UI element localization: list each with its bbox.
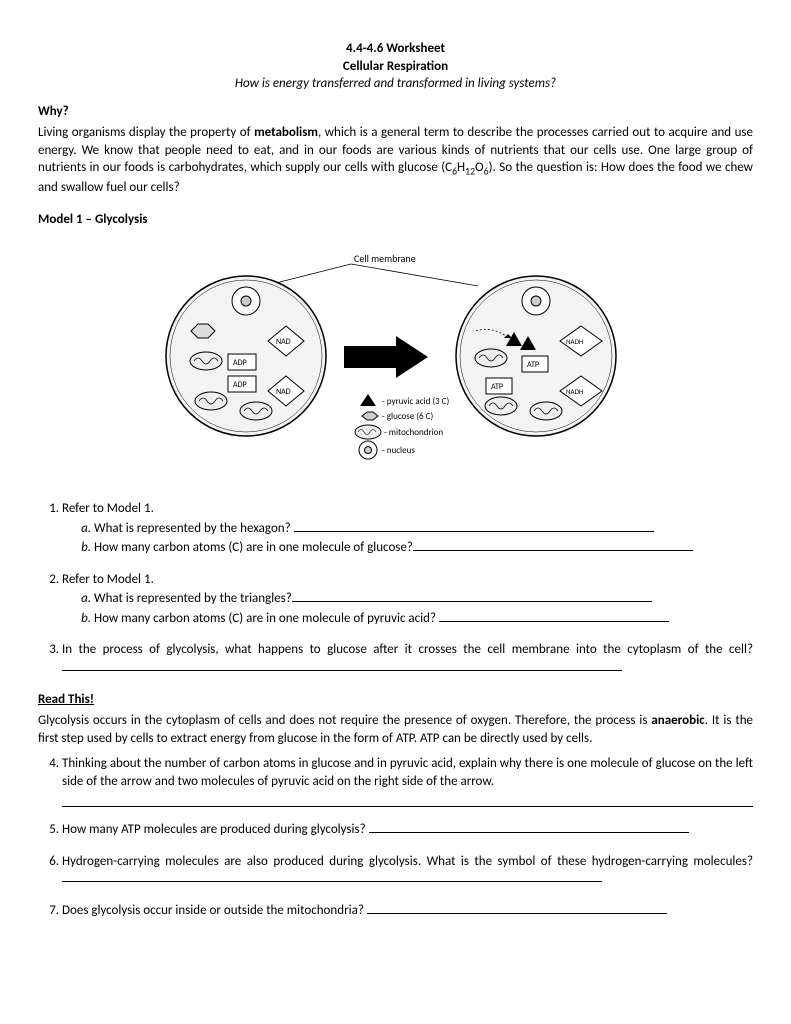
why-label: Why? — [38, 103, 753, 121]
svg-text:ATP: ATP — [527, 360, 539, 370]
q2b-text: How many carbon atoms (C) are in one mol… — [94, 611, 436, 626]
svg-text:- nucleus: - nucleus — [382, 445, 415, 456]
formula-o: O — [475, 160, 484, 175]
why-pre: Living organisms display the property of — [38, 125, 254, 140]
readthis-paragraph: Glycolysis occurs in the cytoplasm of ce… — [38, 712, 753, 747]
question-1: Refer to Model 1. What is represented by… — [62, 500, 753, 557]
svg-text:- mitochondrion: - mitochondrion — [384, 427, 443, 438]
title-line-1: 4.4-4.6 Worksheet — [38, 40, 753, 58]
cell-after: NADH NADH ATP ATP — [456, 276, 616, 436]
q2a-text: What is represented by the triangles? — [94, 591, 292, 606]
svg-text:ADP: ADP — [233, 358, 247, 368]
svg-text:- glucose (6 C): - glucose (6 C) — [382, 411, 433, 422]
formula-h: H — [457, 160, 465, 175]
readthis-label: Read This! — [38, 691, 753, 709]
svg-text:NAD: NAD — [276, 337, 291, 347]
svg-text:NADH: NADH — [566, 387, 583, 396]
question-2: Refer to Model 1. What is represented by… — [62, 571, 753, 628]
readthis-term: anaerobic — [651, 713, 704, 728]
q1a-text: What is represented by the hexagon? — [94, 521, 291, 536]
svg-text:NADH: NADH — [566, 337, 583, 346]
q1b: How many carbon atoms (C) are in one mol… — [94, 539, 753, 557]
question-4: Thinking about the number of carbon atom… — [62, 755, 753, 807]
q1-stem: Refer to Model 1. — [62, 501, 154, 516]
q5-text: How many ATP molecules are produced duri… — [62, 822, 366, 837]
question-3: In the process of glycolysis, what happe… — [62, 641, 753, 676]
q2a: What is represented by the triangles? — [94, 590, 753, 608]
svg-text:NAD: NAD — [276, 387, 291, 397]
q2b-blank[interactable] — [439, 621, 669, 622]
q7-blank[interactable] — [367, 913, 667, 914]
title-line-2: Cellular Respiration — [38, 58, 753, 76]
q2-stem: Refer to Model 1. — [62, 572, 154, 587]
q3-text: In the process of glycolysis, what happe… — [62, 642, 753, 657]
readthis-pre: Glycolysis occurs in the cytoplasm of ce… — [38, 713, 651, 728]
question-list: Refer to Model 1. What is represented by… — [38, 500, 753, 676]
why-paragraph: Living organisms display the property of… — [38, 124, 753, 196]
svg-text:- pyruvic acid (3 C): - pyruvic acid (3 C) — [382, 396, 449, 407]
worksheet-header: 4.4-4.6 Worksheet Cellular Respiration H… — [38, 40, 753, 93]
question-5: How many ATP molecules are produced duri… — [62, 821, 753, 839]
q2b: How many carbon atoms (C) are in one mol… — [94, 610, 753, 628]
svg-text:ADP: ADP — [233, 380, 247, 390]
q1a: What is represented by the hexagon? — [94, 520, 753, 538]
question-6: Hydrogen-carrying molecules are also pro… — [62, 853, 753, 888]
q3-blank[interactable] — [62, 670, 622, 671]
subtitle: How is energy transferred and transforme… — [38, 75, 753, 93]
formula-sub2: 12 — [465, 166, 475, 178]
model1-label: Model 1 – Glycolysis — [38, 211, 753, 229]
glycolysis-diagram: Cell membrane NAD NAD ADP ADP NADH — [38, 246, 753, 476]
diagram-legend: - pyruvic acid (3 C) - glucose (6 C) - m… — [355, 394, 449, 459]
q1b-blank[interactable] — [413, 550, 693, 551]
reaction-arrow — [344, 336, 428, 378]
q6-blank[interactable] — [62, 881, 602, 882]
q6-text: Hydrogen-carrying molecules are also pro… — [62, 854, 753, 869]
q1a-blank[interactable] — [294, 531, 654, 532]
q4-blank[interactable] — [62, 792, 753, 807]
q4-text: Thinking about the number of carbon atom… — [62, 756, 753, 789]
q5-blank[interactable] — [369, 832, 689, 833]
cell-before: NAD NAD ADP ADP — [166, 276, 326, 436]
question-7: Does glycolysis occur inside or outside … — [62, 902, 753, 920]
svg-text:ATP: ATP — [491, 382, 503, 392]
q2a-blank[interactable] — [292, 601, 652, 602]
question-list-2: Thinking about the number of carbon atom… — [38, 755, 753, 919]
why-term-metabolism: metabolism — [254, 125, 318, 140]
q1b-text: How many carbon atoms (C) are in one mol… — [94, 540, 413, 555]
cell-membrane-label: Cell membrane — [354, 252, 416, 265]
q7-text: Does glycolysis occur inside or outside … — [62, 903, 364, 918]
